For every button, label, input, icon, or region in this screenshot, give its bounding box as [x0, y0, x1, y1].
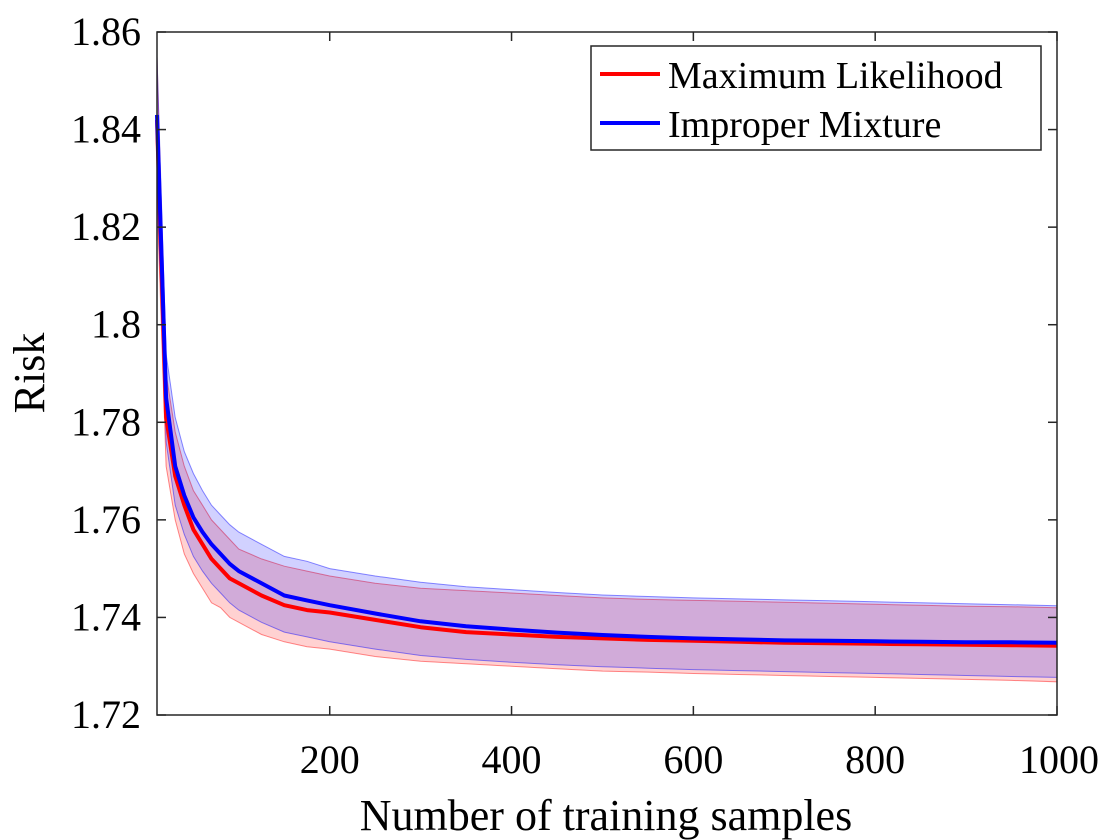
x-tick-label: 400: [482, 737, 542, 782]
point-improper-mixture: [260, 582, 263, 585]
point-improper-mixture: [1010, 641, 1013, 644]
point-maximum-likelihood: [228, 577, 231, 580]
point-improper-mixture: [192, 516, 195, 519]
point-maximum-likelihood: [183, 504, 186, 507]
point-improper-mixture: [510, 628, 513, 631]
y-axis-title: Risk: [5, 333, 54, 414]
x-tick-label: 600: [663, 737, 723, 782]
point-improper-mixture: [828, 639, 831, 642]
legend: Maximum Likelihood Improper Mixture: [590, 45, 1042, 151]
y-tick-label: 1.72: [71, 692, 141, 737]
x-tick-label: 1000: [1019, 737, 1099, 782]
point-improper-mixture: [965, 641, 968, 644]
point-improper-mixture: [919, 640, 922, 643]
point-improper-mixture: [556, 631, 559, 634]
point-improper-mixture: [210, 543, 213, 546]
x-axis: 200 400 600 800 1000: [300, 32, 1099, 782]
point-maximum-likelihood: [556, 635, 559, 638]
point-improper-mixture: [874, 640, 877, 643]
point-improper-mixture: [465, 625, 468, 628]
y-tick-label: 1.84: [71, 107, 141, 152]
point-improper-mixture: [228, 562, 231, 565]
point-improper-mixture: [201, 531, 204, 534]
point-maximum-likelihood: [601, 637, 604, 640]
line-improper-mixture: [155, 114, 1058, 645]
point-improper-mixture: [219, 553, 222, 556]
point-improper-mixture: [237, 570, 240, 573]
point-maximum-likelihood: [374, 618, 377, 621]
point-improper-mixture: [601, 634, 604, 637]
series-lines: [155, 114, 1058, 648]
point-maximum-likelihood: [306, 609, 309, 612]
x-tick-label: 200: [300, 737, 360, 782]
point-maximum-likelihood: [192, 528, 195, 531]
point-maximum-likelihood: [419, 626, 422, 629]
y-tick-label: 1.86: [71, 9, 141, 54]
point-maximum-likelihood: [210, 557, 213, 560]
point-improper-mixture: [692, 637, 695, 640]
point-improper-mixture: [183, 494, 186, 497]
legend-box: [590, 45, 1042, 151]
point-maximum-likelihood: [219, 567, 222, 570]
y-tick-label: 1.78: [71, 399, 141, 444]
point-improper-mixture: [165, 396, 168, 399]
point-improper-mixture: [306, 599, 309, 602]
y-tick-label: 1.82: [71, 204, 141, 249]
point-improper-mixture: [646, 635, 649, 638]
point-maximum-likelihood: [465, 631, 468, 634]
line-maximum-likelihood: [155, 119, 1058, 648]
point-maximum-likelihood: [283, 604, 286, 607]
point-improper-mixture: [737, 638, 740, 641]
y-tick-label: 1.76: [71, 497, 141, 542]
point-improper-mixture: [419, 620, 422, 623]
point-maximum-likelihood: [260, 594, 263, 597]
point-improper-mixture: [328, 604, 331, 607]
point-maximum-likelihood: [237, 582, 240, 585]
y-tick-label: 1.74: [71, 594, 141, 639]
point-maximum-likelihood: [201, 543, 204, 546]
legend-label-maximum-likelihood: Maximum Likelihood: [668, 55, 1003, 97]
point-improper-mixture: [174, 465, 177, 468]
y-axis: 1.72 1.74 1.76 1.78 1.8 1.82 1.84 1.86: [71, 9, 1057, 737]
point-improper-mixture: [374, 612, 377, 615]
x-tick-label: 800: [845, 737, 905, 782]
x-axis-title: Number of training samples: [360, 791, 852, 840]
y-tick-label: 1.8: [91, 302, 141, 347]
point-maximum-likelihood: [510, 633, 513, 636]
point-improper-mixture: [283, 594, 286, 597]
legend-label-improper-mixture: Improper Mixture: [668, 104, 941, 146]
point-improper-mixture: [783, 639, 786, 642]
point-maximum-likelihood: [328, 611, 331, 614]
plot-area-frame: [156, 31, 1058, 716]
